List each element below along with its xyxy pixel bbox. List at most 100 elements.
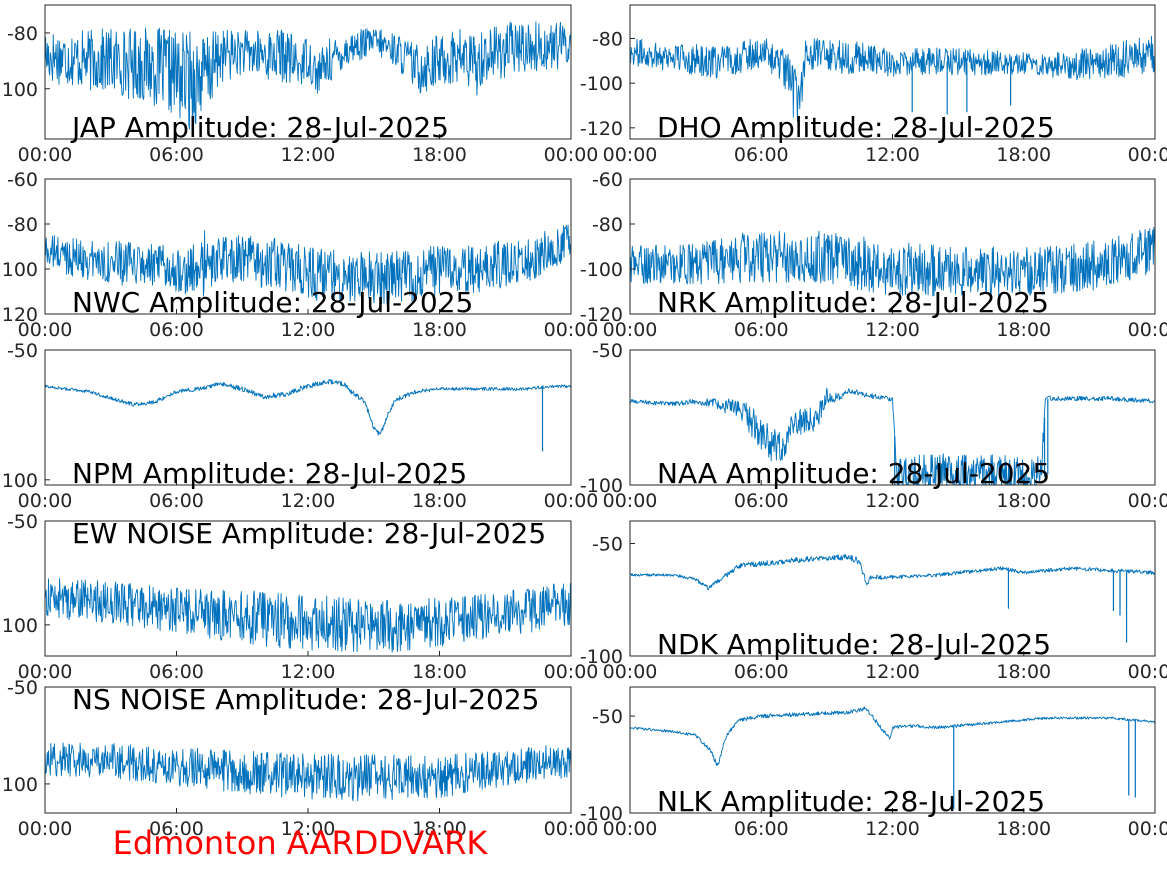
nwc-panel-title: NWC Amplitude: 28-Jul-2025 [72,286,473,319]
nwc-x-tick-label: 06:00 [149,319,204,341]
nlk-panel-title: NLK Amplitude: 28-Jul-2025 [657,785,1045,818]
ns-noise-x-tick-label: 12:00 [281,818,336,840]
jap-x-tick-label: 06:00 [149,144,204,166]
dho-x-tick-label: 00:00 [603,144,658,166]
naa-x-tick-label: 18:00 [996,490,1051,512]
npm-x-tick-label: 00:00 [18,490,73,512]
ew-noise-y-tick-label: 100 [2,615,38,637]
ns-noise-amplitude-series [45,742,571,802]
nwc-x-tick-label: 18:00 [412,319,467,341]
ew-noise-amplitude-series [45,578,571,653]
nrk-x-tick-label: 18:00 [996,319,1051,341]
ndk-x-tick-label: 00:00 [1128,661,1167,683]
nwc-y-tick-label: 100 [2,259,38,281]
nrk-amplitude-series [630,227,1155,297]
jap-y-tick-label: -80 [7,23,38,45]
nwc-amplitude-series [45,224,571,305]
nwc-panel: 00:00 06:00 12:00 18:00 00:00 -60 -80 100 120 NWC… [2,169,599,341]
npm-panel: 00:00 06:00 12:00 18:00 00:00 -50 100 NPM Ampli… [2,340,599,512]
ew-noise-x-tick-label: 00:00 [544,661,599,683]
nlk-x-tick-label: 00:00 [1128,818,1167,840]
naa-panel-title: NAA Amplitude: 28-Jul-2025 [657,457,1050,490]
ns-noise-panel: 00:00 06:00 12:00 18:00 00:00 -50 100 NS NOISE … [2,677,599,840]
ns-noise-x-tick-label: 00:00 [544,818,599,840]
ew-noise-y-tick-label: -50 [7,511,38,533]
naa-amplitude-series [630,387,1155,485]
jap-panel: 00:00 06:00 12:00 18:00 00:00 -80 100 JAP Ampli… [2,4,599,166]
nrk-x-tick-label: 12:00 [865,319,920,341]
dho-x-tick-label: 18:00 [996,144,1051,166]
ns-noise-y-tick-label: 100 [2,774,38,796]
ew-noise-x-tick-label: 18:00 [412,661,467,683]
ns-noise-x-tick-label: 00:00 [18,818,73,840]
jap-x-tick-label: 18:00 [412,144,467,166]
dho-panel-title: DHO Amplitude: 28-Jul-2025 [657,111,1055,144]
nwc-y-tick-label: -60 [7,169,38,191]
nrk-panel-title: NRK Amplitude: 28-Jul-2025 [657,286,1049,319]
naa-x-tick-label: 12:00 [865,490,920,512]
nwc-y-tick-label: -80 [7,214,38,236]
npm-y-tick-label: 100 [2,470,38,492]
npm-amplitude-series [45,378,571,436]
dho-x-tick-label: 06:00 [734,144,789,166]
nrk-y-tick-label: -100 [580,259,623,281]
jap-y-tick-label: 100 [2,79,38,101]
nwc-x-tick-label: 12:00 [281,319,336,341]
ndk-x-tick-label: 06:00 [734,661,789,683]
ew-noise-x-tick-label: 12:00 [281,661,336,683]
jap-x-tick-label: 00:00 [18,144,73,166]
naa-panel: 00:00 06:00 12:00 18:00 00:00 -50 -100 NAA Ampl… [580,340,1167,512]
nrk-y-tick-label: -60 [592,169,623,191]
dho-panel: 00:00 06:00 12:00 18:00 00:00 -80 -100 -120 DHO … [580,4,1167,166]
jap-x-tick-label: 12:00 [281,144,336,166]
dho-y-tick-label: -80 [592,29,623,51]
ew-noise-x-tick-label: 06:00 [149,661,204,683]
naa-x-tick-label: 00:00 [603,490,658,512]
ns-noise-x-tick-label: 18:00 [412,818,467,840]
ns-noise-panel-title: NS NOISE Amplitude: 28-Jul-2025 [72,683,539,716]
nlk-x-tick-label: 18:00 [996,818,1051,840]
nwc-x-tick-label: 00:00 [544,319,599,341]
ew-noise-panel: 00:00 06:00 12:00 18:00 00:00 -50 100 EW NOISE … [2,511,599,683]
nlk-x-tick-label: 00:00 [603,818,658,840]
panels-layer: 00:00 06:00 12:00 18:00 00:00 -80 100 JAP Ampli… [2,4,1167,840]
dho-x-tick-label: 12:00 [865,144,920,166]
ndk-panel: 00:00 06:00 12:00 18:00 00:00 -50 -100 NDK Ampl… [580,520,1167,683]
ndk-x-tick-label: 12:00 [865,661,920,683]
nlk-y-tick-label: -50 [592,706,623,728]
naa-y-tick-label: -100 [580,475,623,497]
naa-x-tick-label: 00:00 [1128,490,1167,512]
jap-panel-title: JAP Amplitude: 28-Jul-2025 [70,111,449,144]
nrk-y-tick-label: -80 [592,214,623,236]
npm-y-tick-label: -50 [7,340,38,362]
ndk-x-tick-label: 18:00 [996,661,1051,683]
nwc-x-tick-label: 00:00 [18,319,73,341]
naa-x-tick-label: 06:00 [734,490,789,512]
nrk-x-tick-label: 00:00 [603,319,658,341]
npm-x-tick-label: 18:00 [412,490,467,512]
nwc-y-tick-label: 120 [2,304,38,326]
nlk-x-tick-label: 06:00 [734,818,789,840]
ndk-y-tick-label: -100 [580,646,623,668]
ndk-y-tick-label: -50 [592,534,623,556]
naa-y-tick-label: -50 [592,340,623,362]
ew-noise-panel-title: EW NOISE Amplitude: 28-Jul-2025 [72,517,546,550]
dho-y-tick-label: -100 [580,73,623,95]
npm-panel-title: NPM Amplitude: 28-Jul-2025 [72,457,467,490]
jap-x-tick-label: 00:00 [544,144,599,166]
ns-noise-x-tick-label: 06:00 [149,818,204,840]
nrk-y-tick-label: -120 [580,304,623,326]
nlk-y-tick-label: -100 [580,803,623,825]
ew-noise-x-tick-label: 00:00 [18,661,73,683]
jap-amplitude-series [45,21,571,130]
ndk-panel-title: NDK Amplitude: 28-Jul-2025 [657,628,1051,661]
nrk-x-tick-label: 00:00 [1128,319,1167,341]
npm-x-tick-label: 06:00 [149,490,204,512]
dho-amplitude-series [630,35,1155,122]
nlk-amplitude-series [630,706,1155,766]
station-footer-label: Edmonton AARDDVARK [113,824,489,862]
nrk-x-tick-label: 06:00 [734,319,789,341]
ns-noise-y-tick-label: -50 [7,677,38,699]
npm-x-tick-label: 12:00 [281,490,336,512]
